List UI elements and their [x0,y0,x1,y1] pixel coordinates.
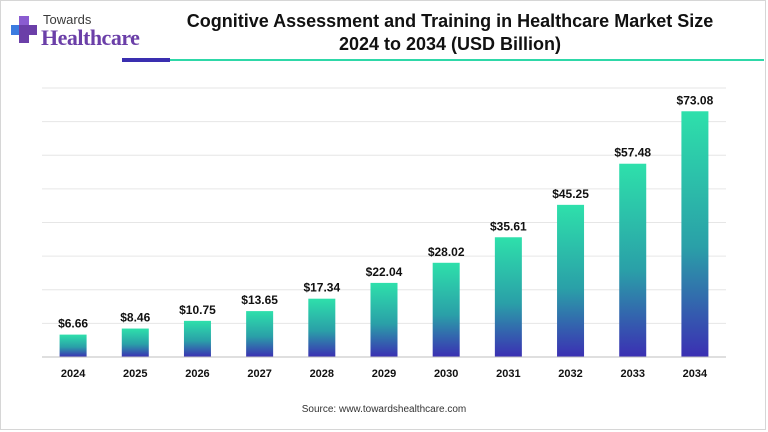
bar-2026 [183,320,211,357]
header-accent-dark [122,58,170,62]
bar-2032 [557,204,585,357]
x-tick-2033: 2033 [620,368,644,380]
chart-title-line-2: 2024 to 2034 (USD Billion) [338,34,562,54]
x-tick-2031: 2031 [496,368,520,380]
bar-2029 [370,282,398,357]
bar-2034 [681,111,709,358]
x-tick-2028: 2028 [310,368,334,380]
x-tick-2026: 2026 [185,368,209,380]
data-label-2024: $6.66 [58,317,88,331]
x-tick-2027: 2027 [247,368,271,380]
x-tick-2034: 2034 [683,368,708,380]
data-label-2031: $35.61 [490,219,527,233]
medical-cross-icon [11,16,37,43]
x-tick-2024: 2024 [61,368,86,380]
data-label-2034: $73.08 [677,93,714,107]
bars [59,111,709,358]
brand-logo: Towards Healthcare [10,8,160,58]
source-note: Source: www.towardshealthcare.com [301,404,467,415]
header-accent-line [170,59,764,61]
x-tick-2025: 2025 [123,368,147,380]
chart-title-line-1: Cognitive Assessment and Training in Hea… [186,11,714,31]
brand-line-2: Healthcare [41,25,140,50]
grid-lines [42,87,726,324]
data-label-2033: $57.48 [614,146,651,160]
x-tick-2032: 2032 [558,368,582,380]
bar-2024 [59,334,87,357]
bar-2030 [432,262,460,357]
bar-2031 [494,237,522,357]
data-label-2025: $8.46 [120,311,150,325]
chart-title: Cognitive Assessment and Training in Hea… [170,10,730,56]
data-label-2027: $13.65 [241,293,278,307]
x-tick-labels: 2024 2025 2026 2027 2028 2029 2030 2031 2032 2033… [61,368,708,380]
data-label-2026: $10.75 [179,303,216,317]
bar-2033 [619,163,647,357]
data-label-2029: $22.04 [366,265,403,279]
data-labels: $6.66 $8.46 $10.75 $13.65 $17.34 $22.04 $28.02… [58,93,714,330]
bar-2025 [121,328,149,357]
brand-line-1: Towards [43,12,92,27]
data-label-2028: $17.34 [303,281,340,295]
data-label-2032: $45.25 [552,187,589,201]
bar-2028 [308,298,336,357]
bar-2027 [246,311,274,357]
x-tick-2030: 2030 [434,368,458,380]
x-tick-2029: 2029 [372,368,396,380]
data-label-2030: $28.02 [428,245,465,259]
